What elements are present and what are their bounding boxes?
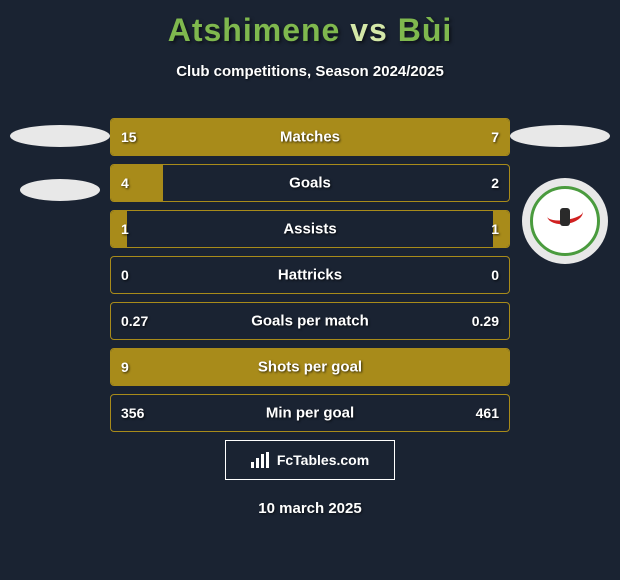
bars-icon [251,452,271,468]
stat-row: 4 Goals 2 [110,164,510,202]
stat-value-left: 356 [121,405,144,421]
stat-fill-left [111,165,163,201]
footer-date: 10 march 2025 [258,500,361,517]
stat-row: 9 Shots per goal [110,348,510,386]
stat-label: Matches [280,129,340,146]
stat-label: Min per goal [266,405,354,422]
stat-value-right: 0.29 [472,313,499,329]
stat-value-left: 9 [121,359,129,375]
vs-text: vs [350,12,388,48]
stat-value-left: 1 [121,221,129,237]
stat-value-left: 0 [121,267,129,283]
subtitle: Club competitions, Season 2024/2025 [0,63,620,80]
stat-row: 1 Assists 1 [110,210,510,248]
player-left-placeholder-2 [20,179,100,201]
player-right-name: Bùi [398,12,453,48]
stat-value-right: 1 [491,221,499,237]
player-right-placeholder-1 [510,125,610,147]
stat-fill-right [366,119,509,155]
comparison-title: Atshimene vs Bùi [0,0,620,49]
stat-label: Shots per goal [258,359,362,376]
stat-row: 0.27 Goals per match 0.29 [110,302,510,340]
player-left-name: Atshimene [168,12,341,48]
brand-logo[interactable]: FcTables.com [225,440,395,480]
club-badge-right [522,178,608,264]
stat-value-left: 15 [121,129,137,145]
stat-value-right: 461 [476,405,499,421]
stat-value-left: 0.27 [121,313,148,329]
brand-text: FcTables.com [277,452,369,468]
stat-value-left: 4 [121,175,129,191]
stat-row: 15 Matches 7 [110,118,510,156]
stat-value-right: 2 [491,175,499,191]
stat-value-right: 0 [491,267,499,283]
player-left-placeholder-1 [10,125,110,147]
stat-label: Goals per match [251,313,369,330]
stat-label: Assists [283,221,336,238]
stat-label: Hattricks [278,267,342,284]
club-badge-inner [530,186,600,256]
stat-row: 0 Hattricks 0 [110,256,510,294]
stat-label: Goals [289,175,331,192]
stat-row: 356 Min per goal 461 [110,394,510,432]
stat-value-right: 7 [491,129,499,145]
stats-container: 15 Matches 7 4 Goals 2 1 Assists 1 0 Hattricks 0 0.2… [110,118,510,432]
